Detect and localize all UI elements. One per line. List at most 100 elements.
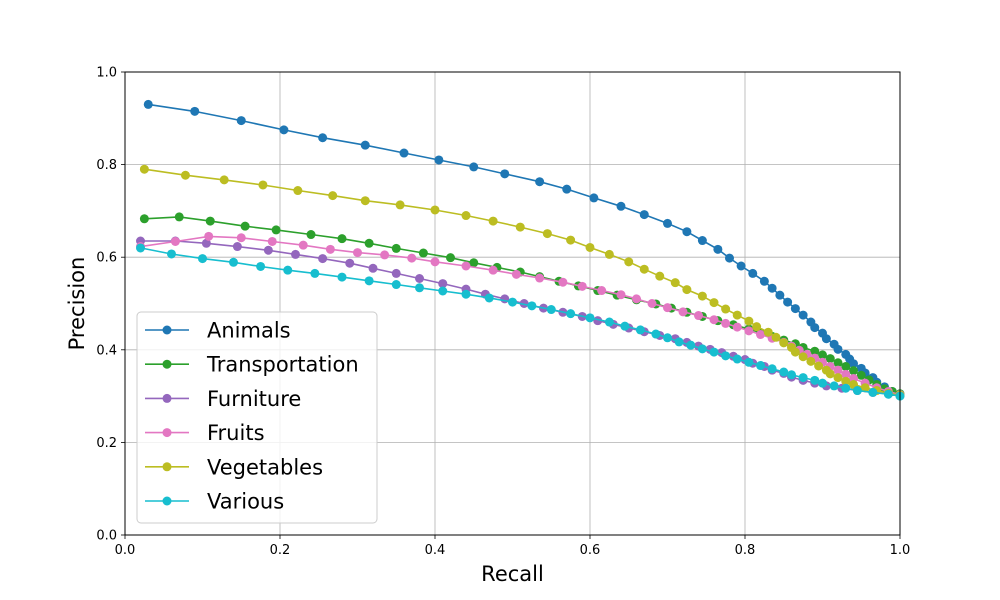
data-point-various [198, 254, 207, 264]
data-point-fruits [488, 265, 498, 275]
data-point-animals [143, 99, 153, 109]
data-point-fruits [841, 369, 851, 379]
data-point-animals [318, 133, 328, 143]
data-point-various [818, 378, 827, 388]
data-point-vegetables [841, 376, 851, 386]
data-point-animals [798, 310, 808, 320]
data-point-vegetables [515, 222, 525, 232]
data-point-fruits [744, 326, 754, 336]
data-point-animals [399, 148, 409, 158]
data-point-transportation [446, 253, 455, 263]
data-point-animals [190, 106, 200, 116]
data-point-animals [713, 244, 723, 254]
data-point-fruits [325, 244, 335, 254]
data-point-vegetables [833, 373, 843, 383]
data-point-vegetables [732, 310, 742, 320]
data-point-transportation [418, 248, 428, 258]
legend: Animals Transportation Furniture Fruits Vege… [136, 311, 378, 524]
data-point-various [686, 340, 696, 350]
data-point-various [635, 325, 645, 335]
axis-ticks: 0.0 0.2 0.4 0.6 0.8 1.0 0.0 0.2 0.4 0.6 0.8 1.0 [96, 66, 910, 559]
data-point-vegetables [585, 242, 595, 252]
data-point-furniture [318, 254, 328, 264]
x-axis-label: Recall [481, 562, 544, 586]
series-animals [143, 99, 905, 400]
data-point-fruits [298, 240, 308, 250]
data-point-fruits [597, 286, 607, 296]
data-point-transportation [810, 346, 820, 356]
data-point-furniture [345, 258, 355, 268]
data-point-animals [535, 177, 545, 187]
data-point-animals [759, 276, 769, 286]
data-point-fruits [732, 322, 742, 332]
data-point-various [256, 261, 266, 271]
y-tick-label: 0.4 [96, 343, 117, 358]
legend-swatch-marker [162, 359, 172, 369]
data-point-animals [790, 304, 800, 314]
data-point-vegetables [566, 235, 576, 245]
data-point-transportation [364, 238, 374, 248]
data-point-various [883, 389, 893, 399]
legend-swatch-marker [162, 496, 172, 506]
data-point-animals [775, 290, 785, 300]
data-point-fruits [170, 236, 180, 246]
data-point-vegetables [670, 278, 680, 288]
data-point-furniture [438, 279, 448, 289]
data-point-animals [748, 268, 758, 278]
data-point-furniture [263, 245, 273, 255]
data-point-furniture [291, 249, 300, 259]
data-point-various [508, 297, 517, 307]
data-point-furniture [391, 268, 401, 278]
data-point-various [663, 333, 672, 343]
data-point-various [364, 276, 374, 286]
data-point-fruits [756, 330, 765, 340]
data-point-various [829, 381, 839, 391]
data-point-vegetables [682, 285, 692, 295]
data-point-animals [736, 261, 746, 271]
data-point-furniture [201, 238, 211, 248]
data-point-animals [767, 283, 777, 293]
data-point-vegetables [219, 175, 229, 185]
legend-item-transportation: Transportation [145, 353, 359, 377]
data-point-various [136, 243, 145, 253]
data-point-animals [639, 210, 649, 220]
data-point-furniture [519, 299, 529, 308]
series-various [136, 243, 905, 401]
legend-item-animals: Animals [145, 319, 291, 343]
data-point-fruits [430, 257, 440, 267]
data-point-vegetables [139, 164, 149, 174]
data-point-vegetables [542, 229, 552, 239]
legend-item-various: Various [145, 490, 284, 514]
data-point-various [337, 272, 347, 282]
data-point-vegetables [697, 291, 707, 301]
data-point-animals [725, 253, 734, 263]
data-point-vegetables [293, 186, 303, 196]
data-point-animals [849, 359, 858, 369]
data-point-animals [810, 323, 820, 333]
data-point-transportation [139, 214, 149, 224]
data-point-animals [562, 184, 572, 194]
data-point-fruits [721, 318, 731, 328]
data-point-various [767, 364, 777, 374]
data-point-animals [783, 297, 793, 307]
data-point-furniture [368, 263, 378, 273]
legend-box [136, 311, 378, 524]
data-point-vegetables [721, 304, 731, 314]
legend-label-animals: Animals [207, 319, 291, 343]
data-point-animals [697, 236, 707, 246]
data-point-fruits [461, 261, 471, 271]
y-tick-label: 0.8 [96, 158, 117, 173]
data-point-animals [821, 334, 831, 344]
data-point-transportation [337, 234, 347, 244]
data-point-vegetables [744, 316, 754, 326]
data-point-transportation [271, 225, 281, 235]
data-point-transportation [306, 230, 316, 240]
legend-label-vegetables: Vegetables [207, 455, 323, 479]
legend-swatch-marker [162, 325, 172, 335]
data-point-various [620, 321, 630, 331]
data-point-various [798, 373, 808, 383]
y-tick-label: 0.6 [96, 251, 117, 266]
data-point-fruits [558, 277, 568, 287]
data-point-fruits [577, 281, 587, 291]
legend-swatch-marker [162, 462, 172, 472]
